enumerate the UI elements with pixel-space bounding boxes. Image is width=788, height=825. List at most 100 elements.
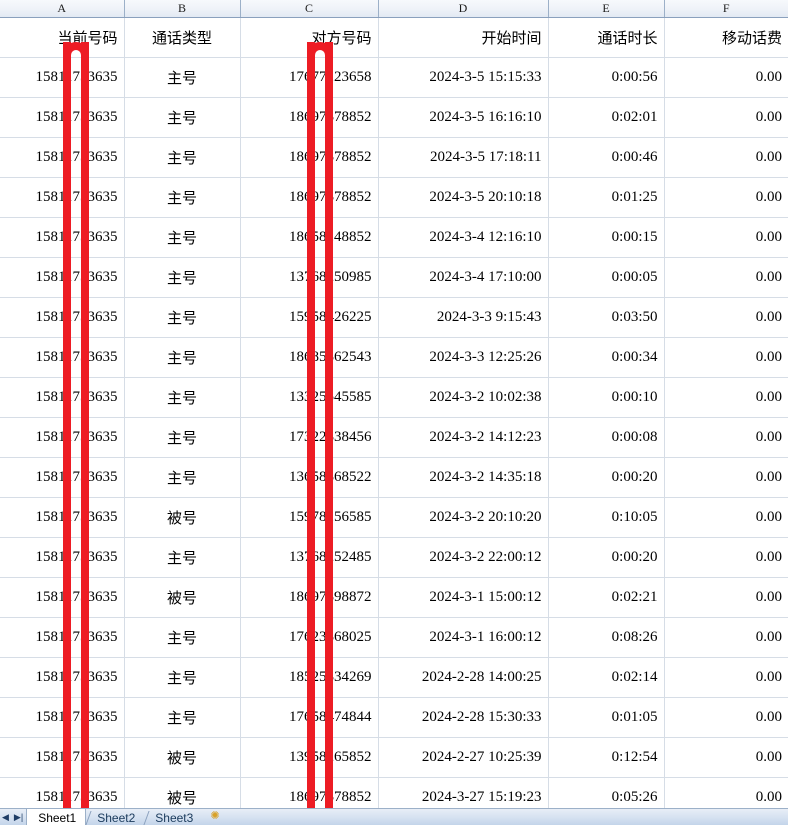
field-header-current-number[interactable]: 当前号码 (0, 17, 125, 58)
cell-mobile-fee[interactable]: 0.00 (664, 257, 788, 298)
field-header-call-type[interactable]: 通话类型 (124, 17, 241, 58)
cell-other-number[interactable]: 13958265852 (240, 737, 379, 778)
cell-call-type[interactable]: 主号 (124, 257, 241, 298)
cell-call-type[interactable]: 主号 (124, 697, 241, 738)
cell-duration[interactable]: 0:00:20 (548, 537, 665, 578)
cell-duration[interactable]: 0:12:54 (548, 737, 665, 778)
column-header-d[interactable]: D (378, 0, 549, 18)
table-row[interactable]: 15811753635 主号 17623368025 2024-3-1 16:00:1… (0, 617, 788, 658)
table-row[interactable]: 15811753635 主号 17677123658 2024-3-5 15:15:3… (0, 57, 788, 98)
cell-duration[interactable]: 0:00:08 (548, 417, 665, 458)
cell-mobile-fee[interactable]: 0.00 (664, 737, 788, 778)
cell-duration[interactable]: 0:02:14 (548, 657, 665, 698)
cell-call-type[interactable]: 主号 (124, 297, 241, 338)
cell-mobile-fee[interactable]: 0.00 (664, 417, 788, 458)
table-row[interactable]: 15811753635 主号 18697378852 2024-3-5 16:16:1… (0, 97, 788, 138)
cell-call-type[interactable]: 主号 (124, 217, 241, 258)
cell-mobile-fee[interactable]: 0.00 (664, 217, 788, 258)
column-header-c[interactable]: C (240, 0, 379, 18)
cell-duration[interactable]: 0:02:01 (548, 97, 665, 138)
cell-current-number[interactable]: 15811753635 (0, 297, 125, 338)
cell-mobile-fee[interactable]: 0.00 (664, 497, 788, 538)
cell-start-time[interactable]: 2024-3-3 9:15:43 (378, 297, 549, 338)
field-header-start-time[interactable]: 开始时间 (378, 17, 549, 58)
sheet-nav-buttons[interactable]: ◀ ▶| (0, 809, 26, 825)
cell-call-type[interactable]: 主号 (124, 377, 241, 418)
column-header-e[interactable]: E (548, 0, 665, 18)
cell-call-type[interactable]: 主号 (124, 457, 241, 498)
cell-other-number[interactable]: 15958426225 (240, 297, 379, 338)
sheet-tab-sheet2[interactable]: Sheet2 (86, 809, 144, 825)
field-header-mobile-fee[interactable]: 移动话费 (664, 17, 788, 58)
cell-mobile-fee[interactable]: 0.00 (664, 537, 788, 578)
cell-duration[interactable]: 0:01:05 (548, 697, 665, 738)
cell-start-time[interactable]: 2024-3-1 15:00:12 (378, 577, 549, 618)
sheet-tab-sheet1[interactable]: Sheet1 (26, 809, 87, 825)
cell-mobile-fee[interactable]: 0.00 (664, 137, 788, 178)
table-row[interactable]: 15811753635 主号 18658148852 2024-3-4 12:16:1… (0, 217, 788, 258)
cell-call-type[interactable]: 主号 (124, 337, 241, 378)
cell-other-number[interactable]: 18697378852 (240, 177, 379, 218)
table-row[interactable]: 15811753635 主号 18697378852 2024-3-5 20:10:1… (0, 177, 788, 218)
cell-other-number[interactable]: 18525334269 (240, 657, 379, 698)
cell-call-type[interactable]: 被号 (124, 577, 241, 618)
cell-current-number[interactable]: 15811753635 (0, 657, 125, 698)
cell-start-time[interactable]: 2024-3-1 16:00:12 (378, 617, 549, 658)
table-row[interactable]: 15811753635 被号 18697398872 2024-3-1 15:00:1… (0, 577, 788, 618)
nav-last-icon[interactable]: ▶| (13, 812, 24, 822)
table-row[interactable]: 15811753635 主号 17322338456 2024-3-2 14:12:2… (0, 417, 788, 458)
cell-start-time[interactable]: 2024-3-2 10:02:38 (378, 377, 549, 418)
cell-mobile-fee[interactable]: 0.00 (664, 57, 788, 98)
cell-start-time[interactable]: 2024-3-5 15:15:33 (378, 57, 549, 98)
table-row[interactable]: 15811753635 主号 13658368522 2024-3-2 14:35:1… (0, 457, 788, 498)
cell-duration[interactable]: 0:00:20 (548, 457, 665, 498)
cell-mobile-fee[interactable]: 0.00 (664, 337, 788, 378)
cell-other-number[interactable]: 17658474844 (240, 697, 379, 738)
sheet-tabs[interactable]: Sheet1 Sheet2 Sheet3 (26, 809, 202, 825)
cell-other-number[interactable]: 13658368522 (240, 457, 379, 498)
cell-other-number[interactable]: 13768252485 (240, 537, 379, 578)
cell-other-number[interactable]: 13768250985 (240, 257, 379, 298)
sheet-tab-bar[interactable]: ◀ ▶| Sheet1 Sheet2 Sheet3 ✺ (0, 808, 788, 825)
table-row[interactable]: 15811753635 主号 15958426225 2024-3-3 9:15:43… (0, 297, 788, 338)
field-header-duration[interactable]: 通话时长 (548, 17, 665, 58)
cell-current-number[interactable]: 15811753635 (0, 217, 125, 258)
cell-duration[interactable]: 0:00:34 (548, 337, 665, 378)
cell-other-number[interactable]: 18658148852 (240, 217, 379, 258)
cell-current-number[interactable]: 15811753635 (0, 417, 125, 458)
cell-duration[interactable]: 0:03:50 (548, 297, 665, 338)
cell-mobile-fee[interactable]: 0.00 (664, 97, 788, 138)
cell-current-number[interactable]: 15811753635 (0, 697, 125, 738)
cell-current-number[interactable]: 15811753635 (0, 97, 125, 138)
cell-start-time[interactable]: 2024-3-2 14:35:18 (378, 457, 549, 498)
cell-start-time[interactable]: 2024-3-5 17:18:11 (378, 137, 549, 178)
cell-duration[interactable]: 0:00:46 (548, 137, 665, 178)
cell-call-type[interactable]: 主号 (124, 97, 241, 138)
cell-mobile-fee[interactable]: 0.00 (664, 297, 788, 338)
cell-current-number[interactable]: 15811753635 (0, 337, 125, 378)
cell-duration[interactable]: 0:08:26 (548, 617, 665, 658)
cell-start-time[interactable]: 2024-2-27 10:25:39 (378, 737, 549, 778)
cell-other-number[interactable]: 13325545585 (240, 377, 379, 418)
cell-mobile-fee[interactable]: 0.00 (664, 617, 788, 658)
table-row[interactable]: 15811753635 主号 18685362543 2024-3-3 12:25:2… (0, 337, 788, 378)
cell-other-number[interactable]: 17623368025 (240, 617, 379, 658)
cell-current-number[interactable]: 15811753635 (0, 457, 125, 498)
cell-call-type[interactable]: 主号 (124, 137, 241, 178)
cell-start-time[interactable]: 2024-3-2 14:12:23 (378, 417, 549, 458)
cell-start-time[interactable]: 2024-3-4 17:10:00 (378, 257, 549, 298)
cell-duration[interactable]: 0:01:25 (548, 177, 665, 218)
table-row[interactable]: 15811753635 主号 18697378852 2024-3-5 17:18:1… (0, 137, 788, 178)
cell-current-number[interactable]: 15811753635 (0, 177, 125, 218)
cell-other-number[interactable]: 18697398872 (240, 577, 379, 618)
cell-current-number[interactable]: 15811753635 (0, 577, 125, 618)
cell-start-time[interactable]: 2024-3-3 12:25:26 (378, 337, 549, 378)
table-row[interactable]: 15811753635 被号 13958265852 2024-2-27 10:25:… (0, 737, 788, 778)
cell-call-type[interactable]: 被号 (124, 737, 241, 778)
cell-other-number[interactable]: 17322338456 (240, 417, 379, 458)
cell-call-type[interactable]: 主号 (124, 537, 241, 578)
cell-mobile-fee[interactable]: 0.00 (664, 657, 788, 698)
cell-duration[interactable]: 0:00:56 (548, 57, 665, 98)
cell-current-number[interactable]: 15811753635 (0, 257, 125, 298)
